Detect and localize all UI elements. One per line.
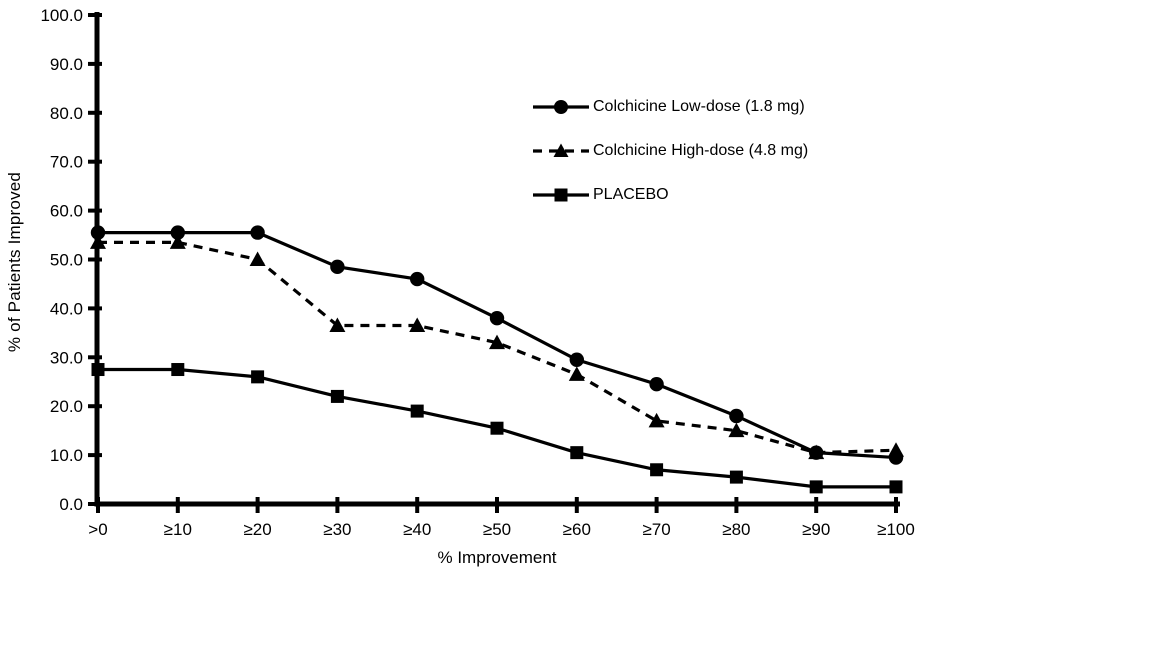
svg-text:80.0: 80.0 <box>50 104 83 123</box>
svg-text:≥40: ≥40 <box>403 520 431 539</box>
svg-text:>0: >0 <box>88 520 107 539</box>
svg-text:≥100: ≥100 <box>877 520 915 539</box>
legend-label: Colchicine High-dose (4.8 mg) <box>593 142 809 159</box>
y-axis-title: % of Patients Improved <box>5 171 24 353</box>
svg-text:30.0: 30.0 <box>50 348 83 367</box>
solid-line-square-marker-icon <box>533 188 589 202</box>
svg-text:0.0: 0.0 <box>59 495 83 514</box>
x-axis-title: % Improvement <box>437 548 557 567</box>
svg-text:≥20: ≥20 <box>243 520 271 539</box>
svg-text:≥30: ≥30 <box>323 520 351 539</box>
svg-text:100.0: 100.0 <box>40 6 83 25</box>
svg-text:≥50: ≥50 <box>483 520 511 539</box>
svg-text:≥10: ≥10 <box>164 520 192 539</box>
svg-text:10.0: 10.0 <box>50 446 83 465</box>
svg-text:40.0: 40.0 <box>50 299 83 318</box>
svg-text:20.0: 20.0 <box>50 397 83 416</box>
svg-text:90.0: 90.0 <box>50 55 83 74</box>
svg-text:≥60: ≥60 <box>563 520 591 539</box>
svg-text:≥80: ≥80 <box>722 520 750 539</box>
svg-text:≥70: ≥70 <box>642 520 670 539</box>
legend-label: PLACEBO <box>593 186 669 203</box>
svg-text:≥90: ≥90 <box>802 520 830 539</box>
legend-item-low-dose: Colchicine Low-dose (1.8 mg) <box>533 97 808 117</box>
svg-text:70.0: 70.0 <box>50 153 83 172</box>
legend-item-high-dose: Colchicine High-dose (4.8 mg) <box>533 141 808 161</box>
svg-text:50.0: 50.0 <box>50 251 83 270</box>
legend-label: Colchicine Low-dose (1.8 mg) <box>593 98 805 115</box>
legend-item-placebo: PLACEBO <box>533 185 808 205</box>
solid-line-circle-marker-icon <box>533 100 589 114</box>
svg-text:60.0: 60.0 <box>50 202 83 221</box>
legend: Colchicine Low-dose (1.8 mg) Colchicine … <box>533 97 808 205</box>
dashed-line-triangle-marker-icon <box>533 143 589 157</box>
